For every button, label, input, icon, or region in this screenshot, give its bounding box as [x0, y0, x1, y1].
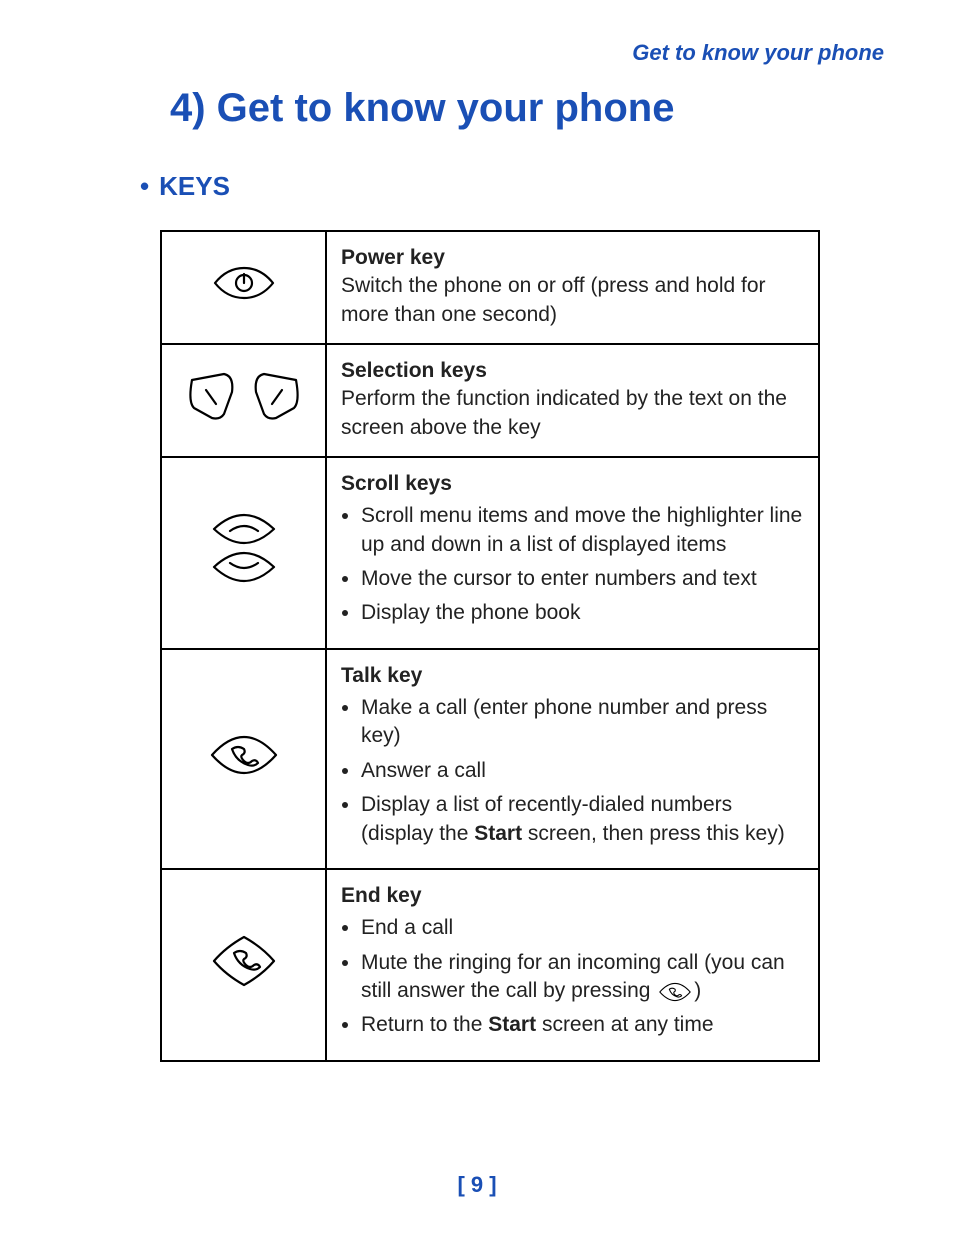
list-item: Return to the Start screen at any time	[361, 1011, 804, 1039]
selection-keys-icon	[161, 344, 326, 457]
key-description: Scroll keys Scroll menu items and move th…	[326, 457, 819, 649]
section-heading-keys: • KEYS	[140, 171, 874, 202]
key-description: End key End a call Mute the ringing for an…	[326, 869, 819, 1061]
section-heading-text: KEYS	[159, 171, 230, 201]
table-row: End key End a call Mute the ringing for an…	[161, 869, 819, 1061]
list-item: Make a call (enter phone number and pres…	[361, 694, 804, 751]
talk-key-icon	[161, 649, 326, 869]
table-row: Power key Switch the phone on or off (pre…	[161, 231, 819, 344]
list-item: Answer a call	[361, 757, 804, 785]
key-title: Scroll keys	[341, 472, 452, 495]
scroll-keys-icon	[161, 457, 326, 649]
key-title: Power key	[341, 246, 445, 269]
keys-table: Power key Switch the phone on or off (pre…	[160, 230, 820, 1062]
key-title: Talk key	[341, 664, 422, 687]
key-bullet-list: Scroll menu items and move the highlight…	[341, 502, 804, 627]
key-description-text: Switch the phone on or off (press and ho…	[341, 274, 766, 325]
key-description: Power key Switch the phone on or off (pre…	[326, 231, 819, 344]
table-row: Scroll keys Scroll menu items and move th…	[161, 457, 819, 649]
power-key-icon	[161, 231, 326, 344]
key-bullet-list: Make a call (enter phone number and pres…	[341, 694, 804, 848]
chapter-title: 4) Get to know your phone	[170, 86, 874, 131]
talk-key-icon	[656, 979, 694, 1002]
end-key-icon	[161, 869, 326, 1061]
list-item: Scroll menu items and move the highlight…	[361, 502, 804, 559]
list-item: Display a list of recently-dialed number…	[361, 791, 804, 848]
key-title: Selection keys	[341, 359, 487, 382]
list-item: Display the phone book	[361, 599, 804, 627]
bullet-icon: •	[140, 171, 149, 202]
key-description: Selection keys Perform the function indic…	[326, 344, 819, 457]
table-row: Selection keys Perform the function indic…	[161, 344, 819, 457]
key-bullet-list: End a call Mute the ringing for an incomi…	[341, 914, 804, 1039]
list-item: End a call	[361, 914, 804, 942]
key-title: End key	[341, 884, 422, 907]
list-item: Mute the ringing for an incoming call (y…	[361, 949, 804, 1006]
page-number: [ 9 ]	[0, 1172, 954, 1198]
key-description: Talk key Make a call (enter phone number …	[326, 649, 819, 869]
table-row: Talk key Make a call (enter phone number …	[161, 649, 819, 869]
key-description-text: Perform the function indicated by the te…	[341, 387, 787, 438]
running-header: Get to know your phone	[80, 40, 884, 66]
list-item: Move the cursor to enter numbers and tex…	[361, 565, 804, 593]
